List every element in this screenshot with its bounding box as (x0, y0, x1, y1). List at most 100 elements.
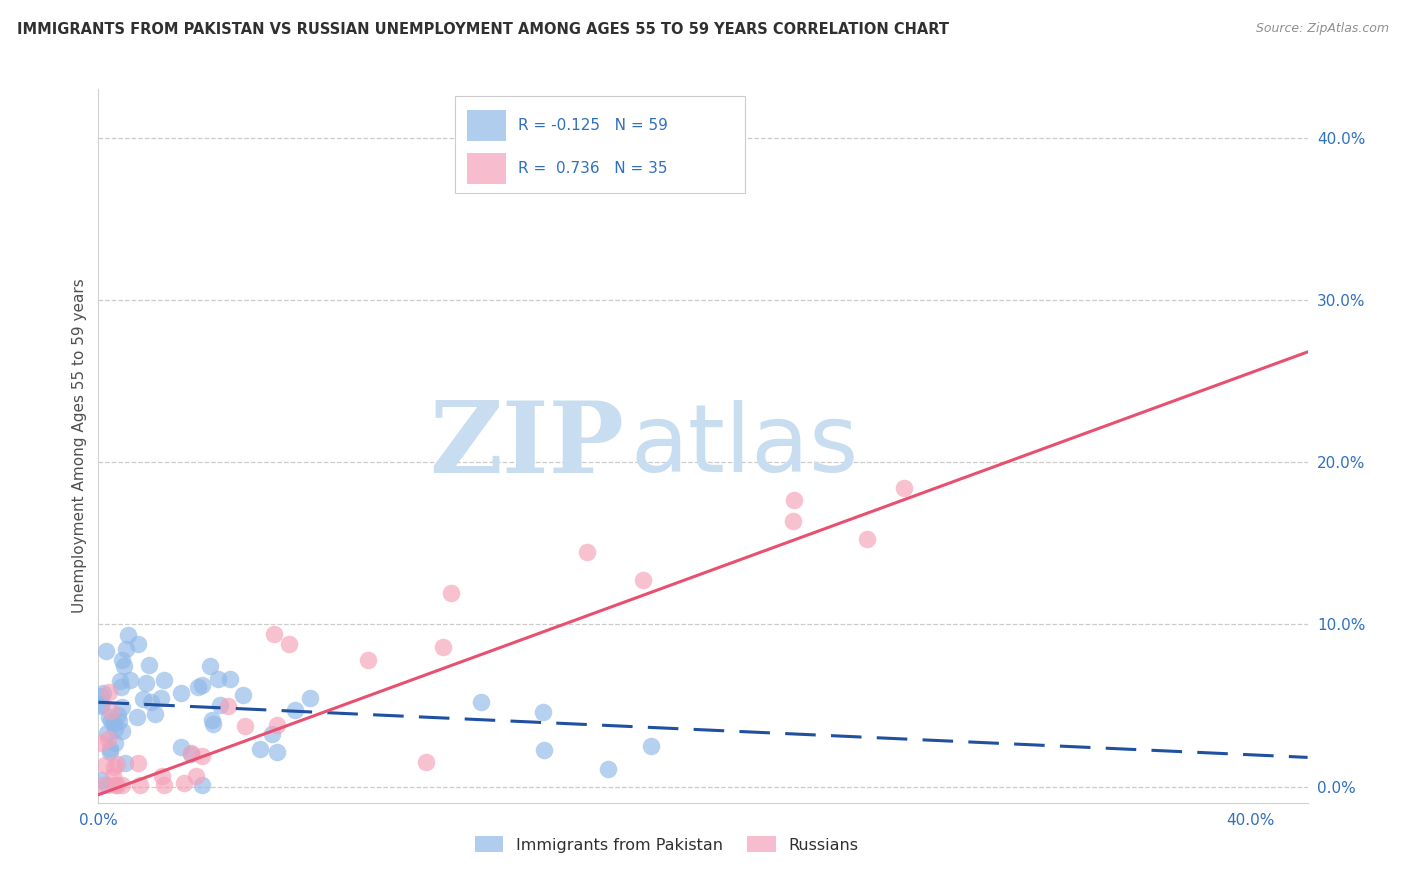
Point (100, 714, 122, 728)
Point (470, 695, 492, 709)
Point (170, 740, 193, 755)
Point (208, 698, 231, 713)
Point (186, 769, 208, 783)
Text: R = -0.125   N = 59: R = -0.125 N = 59 (517, 118, 668, 133)
Bar (467, 153, 506, 184)
Point (90, 736, 112, 750)
Point (98, 742, 121, 756)
Point (128, 778, 150, 792)
Point (90, 778, 112, 792)
Point (111, 700, 134, 714)
Point (127, 637, 149, 651)
Point (138, 657, 160, 672)
Point (263, 626, 285, 640)
Point (357, 653, 380, 667)
Text: ZIP: ZIP (429, 398, 624, 494)
Point (90, 772, 112, 787)
Bar (467, 110, 506, 141)
Point (111, 652, 134, 666)
Point (856, 532, 879, 546)
Point (115, 641, 138, 656)
Point (96, 778, 118, 792)
Point (640, 739, 662, 753)
Point (180, 746, 202, 760)
Point (90, 697, 112, 711)
Point (150, 769, 173, 783)
Point (135, 675, 157, 690)
Point (108, 673, 131, 688)
Point (117, 628, 139, 642)
Point (111, 778, 134, 792)
Point (132, 692, 155, 706)
Point (103, 759, 125, 773)
Point (298, 691, 321, 706)
Point (150, 690, 173, 705)
Point (114, 756, 136, 770)
Point (90, 690, 112, 704)
Point (200, 659, 222, 673)
Point (232, 688, 254, 702)
Point (533, 743, 555, 757)
Point (782, 514, 804, 528)
Point (207, 673, 229, 687)
Text: R =  0.736   N = 35: R = 0.736 N = 35 (517, 161, 668, 176)
Point (93, 757, 115, 772)
Point (266, 745, 288, 759)
Point (139, 695, 162, 709)
Y-axis label: Unemployment Among Ages 55 to 59 years: Unemployment Among Ages 55 to 59 years (72, 278, 87, 614)
Point (103, 723, 125, 737)
Point (201, 713, 224, 727)
Point (262, 727, 284, 741)
Point (173, 776, 195, 790)
Text: IMMIGRANTS FROM PAKISTAN VS RUSSIAN UNEMPLOYMENT AMONG AGES 55 TO 59 YEARS CORRE: IMMIGRANTS FROM PAKISTAN VS RUSSIAN UNEM… (17, 22, 949, 37)
Point (284, 703, 307, 717)
Point (893, 481, 915, 495)
Point (783, 493, 806, 508)
Point (97, 731, 120, 746)
Point (104, 778, 127, 792)
Point (112, 659, 135, 673)
Point (596, 762, 619, 776)
Point (633, 573, 655, 587)
Point (191, 677, 214, 691)
Point (108, 714, 131, 729)
Point (440, 586, 463, 600)
Text: atlas: atlas (630, 400, 859, 492)
Point (93, 686, 115, 700)
Point (187, 680, 209, 694)
Point (219, 673, 242, 687)
Point (415, 756, 437, 770)
Point (111, 723, 134, 738)
Point (533, 706, 555, 720)
Point (107, 708, 129, 723)
Point (104, 736, 127, 750)
Point (97, 685, 120, 699)
Point (233, 719, 256, 733)
Legend: Immigrants from Pakistan, Russians: Immigrants from Pakistan, Russians (468, 830, 865, 859)
Point (249, 742, 271, 756)
Point (100, 704, 122, 718)
Point (105, 756, 128, 771)
Point (98, 710, 121, 724)
Point (153, 778, 176, 792)
Point (575, 544, 598, 558)
Point (180, 747, 202, 761)
Point (125, 710, 148, 724)
Point (110, 680, 132, 694)
Point (277, 637, 299, 651)
Point (96, 644, 118, 658)
FancyBboxPatch shape (456, 96, 745, 193)
Text: Source: ZipAtlas.com: Source: ZipAtlas.com (1256, 22, 1389, 36)
Point (127, 756, 149, 770)
Point (217, 698, 239, 713)
Point (202, 717, 225, 731)
Point (105, 778, 128, 792)
Point (98, 745, 121, 759)
Point (170, 686, 193, 700)
Point (266, 717, 288, 731)
Point (191, 749, 214, 764)
Point (191, 778, 214, 792)
Point (90, 698, 112, 713)
Point (103, 769, 125, 783)
Point (96, 726, 118, 740)
